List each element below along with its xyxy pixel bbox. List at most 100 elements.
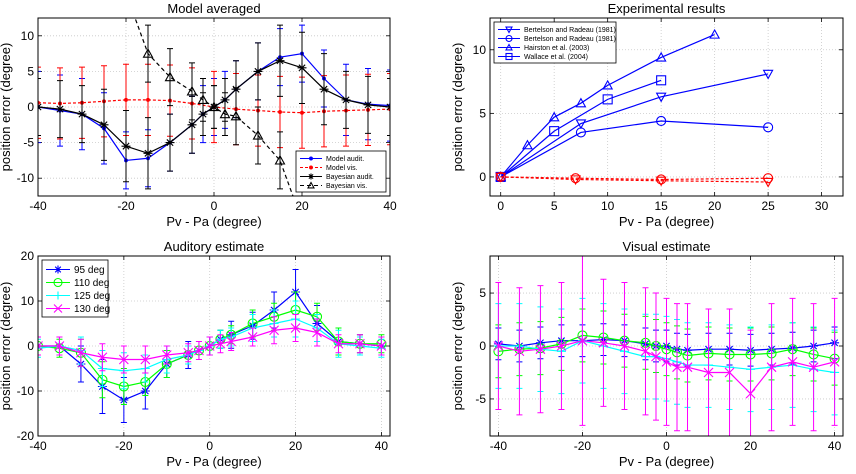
x-tick-label: 15 — [654, 199, 668, 213]
data-point — [140, 354, 151, 365]
legend-label: Bertelson and Radeau (1981) — [524, 36, 616, 43]
y-tick-label: -5 — [475, 392, 486, 406]
data-point — [709, 28, 721, 39]
panel-experimental: 0 5 10 15 20 25 30 0 5 10 Experimental results Pv -… — [450, 1, 844, 229]
legend-marker — [53, 304, 63, 313]
data-point — [745, 388, 756, 399]
data-point — [376, 341, 387, 351]
data-point — [274, 154, 286, 165]
data-point — [656, 174, 667, 185]
x-axis-label: Pv - Pa (degree) — [166, 454, 261, 469]
x-tick-label: 0 — [663, 439, 670, 453]
legend-marker — [308, 173, 314, 180]
error-bar — [38, 70, 41, 144]
data-point — [577, 335, 588, 346]
y-tick-label: 20 — [21, 249, 35, 263]
data-point — [183, 347, 194, 358]
data-point — [219, 108, 231, 119]
data-point — [602, 79, 614, 90]
x-tick-label: 20 — [744, 439, 758, 453]
data-point — [570, 175, 582, 186]
data-point — [763, 122, 774, 133]
data-point — [766, 362, 777, 373]
data-point — [143, 148, 153, 158]
series-group — [495, 28, 774, 188]
data-point — [312, 327, 322, 338]
error-bar — [387, 78, 390, 136]
data-point — [215, 338, 226, 349]
data-point — [204, 341, 215, 351]
data-point — [640, 346, 651, 357]
legend-label: Wallace et al. (2004) — [524, 54, 588, 61]
data-point — [333, 338, 344, 349]
data-point — [598, 337, 609, 348]
x-axis-label: Pv - Pa (degree) — [619, 214, 714, 229]
series-line-3 — [134, 18, 294, 196]
data-point — [493, 341, 504, 351]
data-point — [97, 352, 108, 363]
y-tick-label: -10 — [17, 171, 35, 185]
x-tick-label: 20 — [289, 439, 303, 453]
legend-marker — [54, 265, 62, 274]
data-point — [197, 94, 209, 105]
data-point — [602, 94, 613, 105]
error-bar — [38, 66, 41, 139]
data-point — [655, 176, 667, 187]
legend-marker — [505, 52, 513, 61]
legend-marker — [54, 291, 62, 300]
error-bar — [277, 131, 283, 190]
x-tick-label: 5 — [551, 199, 558, 213]
data-point — [535, 344, 546, 355]
x-tick-label: 30 — [815, 199, 829, 213]
data-point — [661, 356, 672, 367]
data-point — [187, 120, 197, 130]
data-point — [763, 173, 774, 184]
data-point — [619, 341, 630, 351]
data-point — [146, 97, 150, 102]
chart-title: Auditory estimate — [164, 239, 264, 254]
data-point — [762, 69, 774, 80]
data-point — [55, 104, 65, 114]
axes-frame — [37, 17, 391, 197]
data-point — [38, 341, 43, 351]
data-point — [142, 47, 154, 58]
data-point — [77, 109, 87, 119]
data-point — [651, 351, 661, 362]
legend-label: Model vis. — [326, 165, 358, 172]
x-axis-label: Pv - Pa (degree) — [619, 454, 714, 469]
data-point — [575, 97, 587, 108]
data-point — [208, 101, 220, 112]
y-tick-label: -5 — [23, 136, 34, 150]
legend-label: Bayesian audit. — [326, 174, 374, 181]
chart-title: Model averaged — [167, 1, 260, 16]
y-axis-label: position error (degree) — [0, 43, 13, 172]
series-line-4 — [500, 176, 769, 183]
legend: 95 deg 110 deg 125 deg 130 deg — [41, 259, 110, 318]
legend-label: Bertelson and Radeau (1981) — [524, 27, 616, 34]
data-point — [829, 356, 840, 367]
data-point — [355, 338, 365, 349]
x-tick-label: 40 — [383, 199, 397, 213]
series-group — [38, 269, 387, 423]
data-point — [549, 126, 560, 137]
y-tick-label: -20 — [17, 429, 35, 443]
data-point — [672, 362, 682, 373]
data-point — [655, 51, 667, 62]
data-point — [341, 95, 351, 105]
legend-label: Bayesian vis. — [326, 183, 367, 190]
x-tick-label: -40 — [490, 439, 508, 453]
data-point — [319, 84, 329, 94]
error-bar — [167, 48, 173, 107]
x-axis-label: Pv - Pa (degree) — [166, 214, 261, 229]
data-point — [703, 367, 714, 378]
y-tick-label: 5 — [479, 286, 486, 300]
error-bar — [38, 338, 41, 358]
legend: Model audit. Model vis. Bayesian audit. Bay… — [295, 150, 387, 193]
x-tick-label: 0 — [497, 199, 504, 213]
x-tick-label: 20 — [295, 199, 309, 213]
data-point — [164, 71, 176, 82]
panel-model: -40 -20 0 20 40 -10 -5 0 5 10 Model averaged Pv - P… — [0, 1, 397, 229]
y-axis-label: position error (degree) — [0, 282, 13, 411]
